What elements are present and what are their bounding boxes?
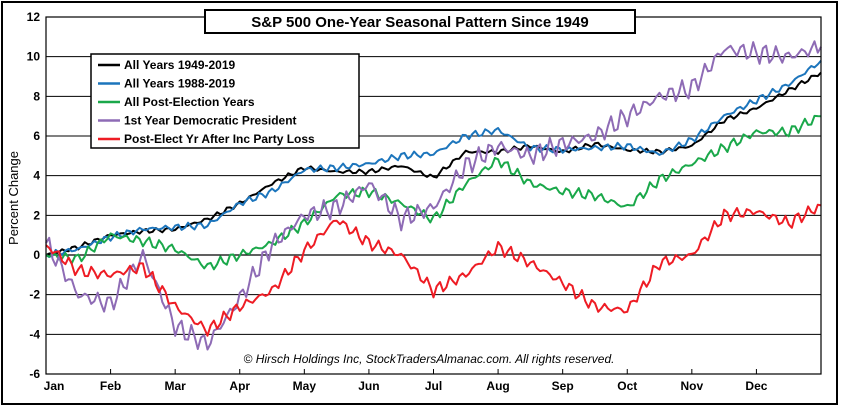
- legend-entry: Post-Elect Yr After Inc Party Loss: [124, 132, 315, 146]
- x-tick-label: Dec: [745, 379, 767, 393]
- series-lines: [45, 40, 822, 351]
- y-tick-label: 6: [33, 129, 40, 143]
- legend: All Years 1949-2019 All Years 1988-2019 Al…: [90, 53, 360, 149]
- y-tick-label: 4: [33, 169, 40, 183]
- x-tick-label: Oct: [617, 379, 637, 393]
- x-tick-label: Jul: [425, 379, 442, 393]
- legend-entry: All Years 1949-2019: [124, 58, 236, 72]
- x-tick-label: Aug: [486, 379, 509, 393]
- y-tick-label: 8: [33, 89, 40, 103]
- seasonal-line-chart: -6 -4 -2 0 2 4 6 8 10 12 Jan Feb Mar Apr May Jun Jul Aug S…: [6, 9, 822, 393]
- x-tick-label: Mar: [164, 379, 186, 393]
- y-tick-label: 2: [33, 208, 40, 222]
- legend-entry: 1st Year Democratic President: [124, 114, 297, 128]
- legend-entry: All Years 1988-2019: [124, 77, 236, 91]
- y-axis-title: Percent Change: [6, 151, 21, 245]
- series-line-3: [45, 114, 822, 271]
- x-tick-label: Jan: [44, 379, 65, 393]
- series-line-2: [45, 59, 822, 258]
- series-line-1: [45, 71, 822, 256]
- tick-labels: -6 -4 -2 0 2 4 6 8 10 12 Jan Feb Mar Apr May Jun Jul Aug S…: [27, 10, 768, 393]
- y-tick-label: 10: [27, 50, 41, 64]
- x-tick-label: Feb: [100, 379, 121, 393]
- chart-title: S&P 500 One-Year Seasonal Pattern Since …: [204, 9, 636, 34]
- y-tick-label: -4: [29, 327, 40, 341]
- x-tick-label: May: [293, 379, 317, 393]
- legend-entry: All Post-Election Years: [124, 95, 255, 109]
- x-tick-label: Jun: [358, 379, 379, 393]
- y-tick-label: 0: [33, 248, 40, 262]
- x-tick-label: Apr: [229, 379, 250, 393]
- x-tick-label: Nov: [680, 379, 703, 393]
- chart-frame: -6 -4 -2 0 2 4 6 8 10 12 Jan Feb Mar Apr May Jun Jul Aug S…: [1, 1, 838, 405]
- copyright-credit: © Hirsch Holdings Inc, StockTradersAlman…: [244, 352, 615, 366]
- series-line-4: [45, 40, 822, 351]
- y-tick-label: 12: [27, 10, 41, 24]
- y-tick-label: -6: [29, 367, 40, 381]
- x-tick-label: Sep: [552, 379, 574, 393]
- series-line-5: [45, 203, 822, 337]
- y-tick-label: -2: [29, 288, 40, 302]
- chart-title-text: S&P 500 One-Year Seasonal Pattern Since …: [251, 14, 588, 31]
